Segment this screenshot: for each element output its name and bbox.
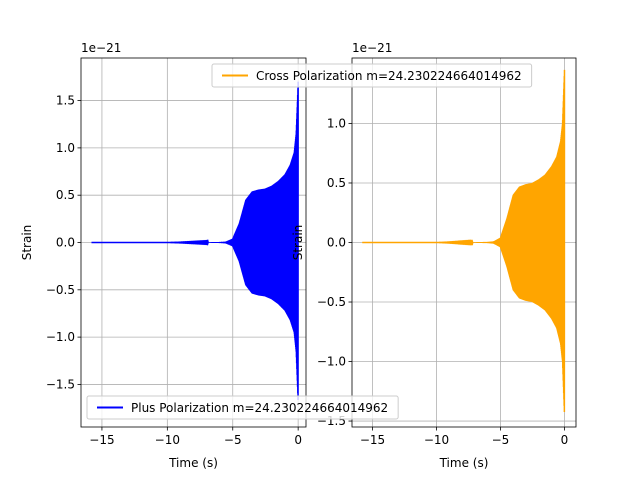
plus-polarization-axes: −15 −10 −5 0−1.5−1.0−0.50.00.51.01.5 1e−21 … <box>20 41 307 470</box>
cross-offset-text: 1e−21 <box>352 41 392 55</box>
plus-legend-label: Plus Polarization m=24.230224664014962 <box>131 401 388 415</box>
cross-legend-label: Cross Polarization m=24.230224664014962 <box>256 69 522 83</box>
cross-y-tick-label: 0.5 <box>327 176 346 190</box>
plus-strain-series <box>91 81 299 401</box>
plus-legend: Plus Polarization m=24.230224664014962 <box>86 395 399 420</box>
cross-x-tick-label: −5 <box>492 433 510 447</box>
plus-y-tick-label: −1.0 <box>46 330 75 344</box>
plus-y-tick-label: 0.0 <box>56 236 75 250</box>
plus-x-tick-label: −10 <box>155 433 180 447</box>
cross-x-tick-label: 0 <box>561 433 569 447</box>
cross-legend: Cross Polarization m=24.230224664014962 <box>211 63 533 88</box>
cross-y-tick-label: −0.5 <box>317 295 346 309</box>
cross-x-tick-label: −10 <box>424 433 449 447</box>
cross-y-tick-label: −1.0 <box>317 355 346 369</box>
plus-x-axis-label: Time (s) <box>168 456 218 470</box>
cross-y-tick-label: 1.0 <box>327 116 346 130</box>
plus-y-tick-label: 1.5 <box>56 94 75 108</box>
plus-ticks: −15 −10 −5 0 −1.5 −1.0 −0.5 0.0 0.5 1.0 1.5 <box>46 94 302 447</box>
plus-y-tick-label: 1.0 <box>56 141 75 155</box>
cross-polarization-axes: −15 −10 −5 0−1.5−1.0−0.50.00.51.0 1e−21 Tim… <box>291 41 577 470</box>
plus-x-tick-label: −15 <box>89 433 114 447</box>
cross-legend-box <box>211 63 533 88</box>
cross-y-axis-label: Strain <box>291 225 305 261</box>
cross-x-axis-label: Time (s) <box>439 456 489 470</box>
cross-x-tick-label: −15 <box>360 433 385 447</box>
plus-x-tick-label: −5 <box>224 433 242 447</box>
plus-y-axis-label: Strain <box>20 225 34 261</box>
plus-plot-area <box>91 81 299 401</box>
plus-x-tick-label: 0 <box>294 433 302 447</box>
plus-y-tick-label: 0.5 <box>56 188 75 202</box>
plus-y-tick-label: −0.5 <box>46 283 75 297</box>
plus-legend-box <box>86 395 399 420</box>
plus-offset-text: 1e−21 <box>81 41 121 55</box>
plus-y-tick-label: −1.5 <box>46 377 75 391</box>
cross-plot-area <box>362 69 566 412</box>
cross-strain-series <box>362 69 566 412</box>
cross-y-tick-label: 0.0 <box>327 236 346 250</box>
